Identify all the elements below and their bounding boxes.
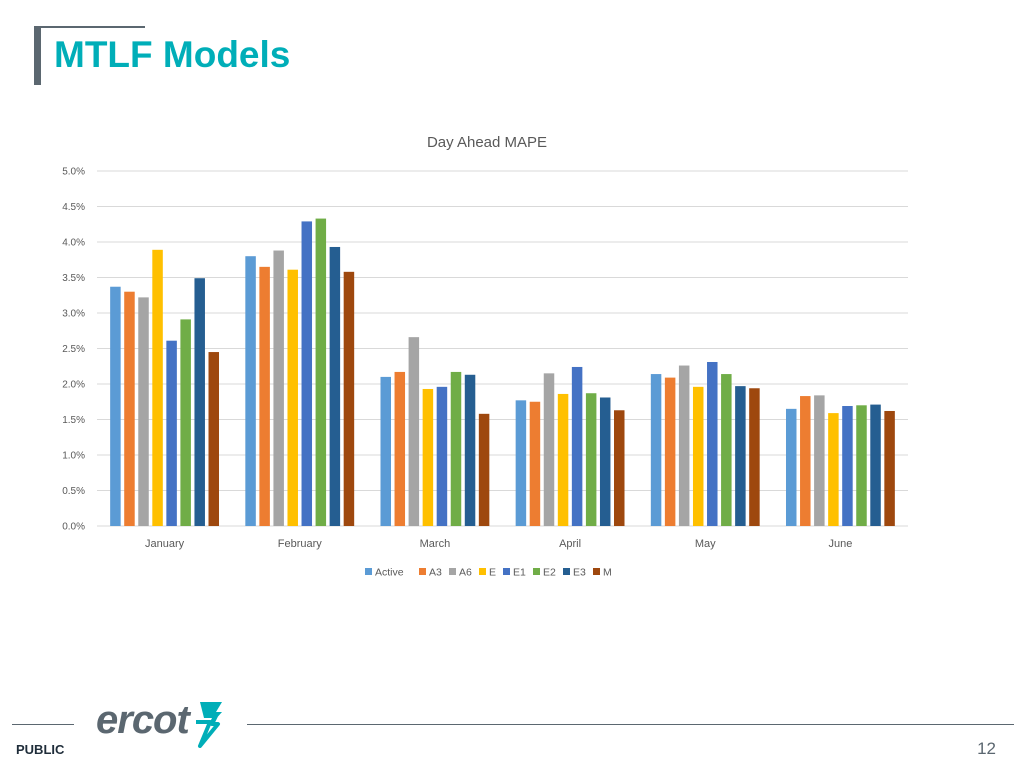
y-axis: 0.0% 0.5% 1.0% 1.5% 2.0% 2.5% 3.0% 3.5% 4.0% 4.5%… xyxy=(62,167,85,533)
legend-label: E xyxy=(489,567,496,579)
bar-e3-june xyxy=(870,404,881,526)
bar-e-february xyxy=(287,269,298,526)
legend-swatch xyxy=(533,568,540,575)
x-tick-label: January xyxy=(145,538,185,550)
bar-a6-january xyxy=(138,297,149,526)
legend-label: M xyxy=(603,567,612,579)
y-tick-label: 0.0% xyxy=(62,522,85,533)
legend: Active A3 A6 E E1 E2 E3 M xyxy=(365,567,612,579)
bar-e1-june xyxy=(842,406,853,526)
bar-e3-april xyxy=(599,397,611,526)
bar-e1-april xyxy=(571,366,583,526)
bar-e1-february xyxy=(301,221,313,526)
bar-e1-march xyxy=(436,386,448,526)
bar-e-january xyxy=(152,249,163,526)
bar-e1-may xyxy=(707,361,718,526)
bar-a3-january xyxy=(124,291,135,526)
x-tick-label: May xyxy=(695,538,716,550)
bar-e1-january xyxy=(166,340,177,526)
bar-m-may xyxy=(749,388,760,526)
gridlines xyxy=(97,170,908,527)
texas-lightning-icon xyxy=(196,702,222,748)
y-tick-label: 0.5% xyxy=(62,486,85,497)
bar-active-june xyxy=(785,408,797,526)
bar-e2-may xyxy=(721,374,732,526)
bar-e2-april xyxy=(585,393,597,526)
bar-a6-february xyxy=(273,250,284,526)
bar-m-march xyxy=(478,413,490,526)
bar-a3-may xyxy=(664,377,676,526)
bar-e3-february xyxy=(329,246,341,526)
legend-swatch xyxy=(365,568,372,575)
legend-swatch xyxy=(449,568,456,575)
bar-m-february xyxy=(343,271,355,526)
footer-divider-right xyxy=(247,724,1014,725)
bar-active-march xyxy=(380,376,391,526)
bar-e-april xyxy=(557,393,569,526)
y-tick-label: 2.0% xyxy=(62,380,85,391)
bar-e2-march xyxy=(450,371,462,526)
bar-a3-april xyxy=(529,401,541,526)
chart-title: Day Ahead MAPE xyxy=(427,134,547,151)
y-tick-label: 4.0% xyxy=(62,238,85,249)
bar-a3-february xyxy=(259,266,270,526)
logo-text: ercot xyxy=(96,698,190,742)
bar-chart: Day Ahead MAPE 0.0% 0.5% 1.0% 1.5% 2.0% 2.5% 3… xyxy=(62,134,908,579)
legend-label: Active xyxy=(375,567,404,579)
bar-a3-june xyxy=(800,396,811,526)
x-tick-label: March xyxy=(420,538,451,550)
bar-e3-march xyxy=(464,374,476,526)
legend-label: E3 xyxy=(573,567,586,579)
bar-active-april xyxy=(515,400,527,526)
legend-label: A3 xyxy=(429,567,442,579)
bars xyxy=(110,218,895,526)
bar-e-june xyxy=(828,413,839,526)
bar-e-march xyxy=(422,388,434,526)
y-tick-label: 3.5% xyxy=(62,273,85,284)
slide-title: MTLF Models xyxy=(54,34,291,75)
y-tick-label: 1.0% xyxy=(62,451,85,462)
bar-a3-march xyxy=(394,371,406,526)
y-tick-label: 4.5% xyxy=(62,202,85,213)
y-tick-label: 2.5% xyxy=(62,344,85,355)
y-tick-label: 3.0% xyxy=(62,309,85,320)
y-tick-label: 1.5% xyxy=(62,415,85,426)
bar-a6-june xyxy=(814,395,825,526)
legend-swatch xyxy=(419,568,426,575)
x-tick-label: February xyxy=(278,538,323,550)
legend-label: A6 xyxy=(459,567,472,579)
legend-label: E1 xyxy=(513,567,526,579)
x-tick-label: June xyxy=(828,538,852,550)
title-accent-bar xyxy=(34,26,41,85)
bar-active-may xyxy=(650,374,662,526)
y-tick-label: 5.0% xyxy=(62,167,85,178)
bar-e3-january xyxy=(194,278,205,526)
bar-e-may xyxy=(692,386,704,526)
bar-e3-may xyxy=(735,386,746,526)
bar-m-january xyxy=(208,352,220,526)
legend-swatch xyxy=(479,568,486,575)
bar-e2-june xyxy=(856,405,867,526)
x-axis: January February March April May June xyxy=(145,538,852,550)
bar-m-june xyxy=(884,410,895,526)
footer-divider-left xyxy=(12,724,74,725)
page-number: 12 xyxy=(977,739,996,758)
footer-classification-label: PUBLIC xyxy=(16,742,65,757)
legend-swatch xyxy=(503,568,510,575)
bar-e2-january xyxy=(180,319,191,526)
bar-active-february xyxy=(245,256,256,526)
legend-swatch xyxy=(563,568,570,575)
legend-label: E2 xyxy=(543,567,556,579)
bar-a6-march xyxy=(408,337,420,526)
bar-active-january xyxy=(110,286,121,526)
x-tick-label: April xyxy=(559,538,581,550)
bar-a6-april xyxy=(543,373,555,526)
legend-swatch xyxy=(593,568,600,575)
bar-e2-february xyxy=(315,218,327,526)
bar-a6-may xyxy=(678,365,690,526)
bar-m-april xyxy=(614,410,625,526)
title-accent-line xyxy=(41,26,145,28)
